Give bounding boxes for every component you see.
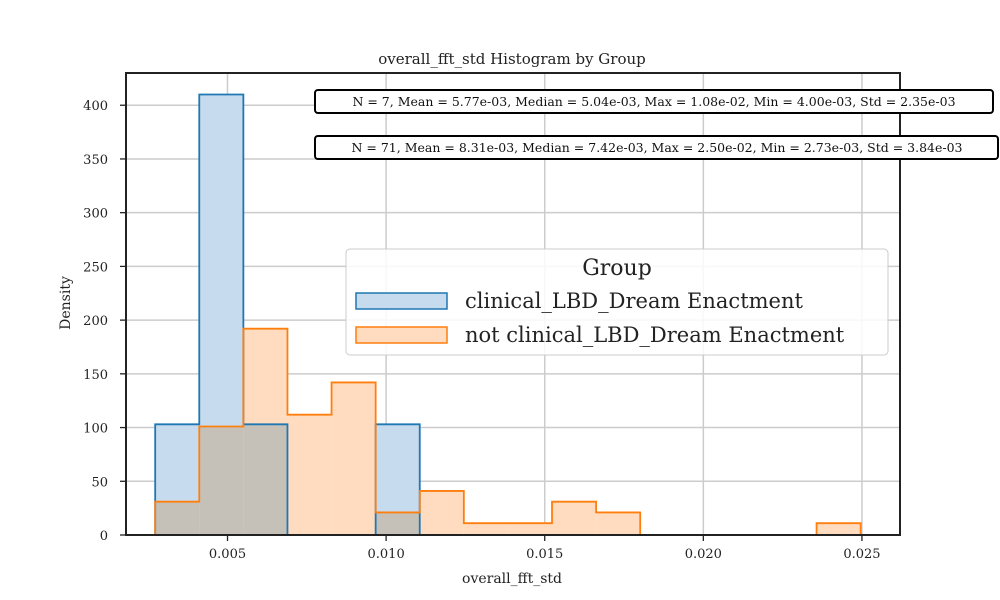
legend: Group clinical_LBD_Dream Enactment not c… <box>345 248 889 356</box>
y-tick-label: 250 <box>83 260 108 275</box>
stats-box-clinical: N = 7, Mean = 5.77e-03, Median = 5.04e-0… <box>314 89 994 114</box>
axis-ticks: 0.005 0.010 0.015 0.020 0.025 0 50 100 150 200 250… <box>83 99 880 562</box>
bar-overlap <box>199 426 244 535</box>
y-tick-label: 350 <box>83 153 108 168</box>
y-tick-label: 400 <box>83 99 108 114</box>
y-tick-label: 150 <box>83 368 108 383</box>
x-tick-label: 0.025 <box>843 547 880 562</box>
legend-swatch-clinical <box>355 292 448 310</box>
y-tick-label: 200 <box>83 314 108 329</box>
y-tick-label: 300 <box>83 207 108 222</box>
stats-text-not-clinical: N = 71, Mean = 8.31e-03, Median = 7.42e-… <box>351 140 962 155</box>
bar-not-clinical <box>596 512 641 535</box>
x-tick-label: 0.020 <box>685 547 722 562</box>
x-axis-label: overall_fft_std <box>462 571 562 587</box>
bar-not-clinical <box>552 501 597 535</box>
legend-swatch-not-clinical <box>355 326 448 344</box>
bar-overlap <box>155 501 200 535</box>
x-tick-label: 0.015 <box>526 547 563 562</box>
stats-box-not-clinical: N = 71, Mean = 8.31e-03, Median = 7.42e-… <box>314 135 999 160</box>
bar-not-clinical <box>816 523 861 535</box>
bar-not-clinical <box>463 523 508 535</box>
y-tick-label: 100 <box>83 422 108 437</box>
bar-not-clinical <box>287 414 332 535</box>
x-tick-label: 0.005 <box>209 547 246 562</box>
legend-label-not-clinical: not clinical_LBD_Dream Enactment <box>465 323 845 347</box>
bar-overlap <box>375 512 420 535</box>
chart-title: overall_fft_std Histogram by Group <box>378 50 646 68</box>
bar-not-clinical <box>331 382 376 535</box>
x-tick-label: 0.010 <box>368 547 405 562</box>
plot-frame <box>125 72 901 536</box>
overlap-region <box>155 424 420 535</box>
bar-overlap <box>243 424 288 535</box>
bar-not-clinical <box>507 523 553 535</box>
y-tick-label: 0 <box>100 529 108 544</box>
bar-not-clinical <box>419 490 464 535</box>
y-tick-label: 50 <box>91 475 108 490</box>
legend-label-clinical: clinical_LBD_Dream Enactment <box>465 289 803 313</box>
stats-text-clinical: N = 7, Mean = 5.77e-03, Median = 5.04e-0… <box>352 94 955 109</box>
legend-title: Group <box>582 256 652 281</box>
y-axis-label: Density <box>58 276 74 330</box>
